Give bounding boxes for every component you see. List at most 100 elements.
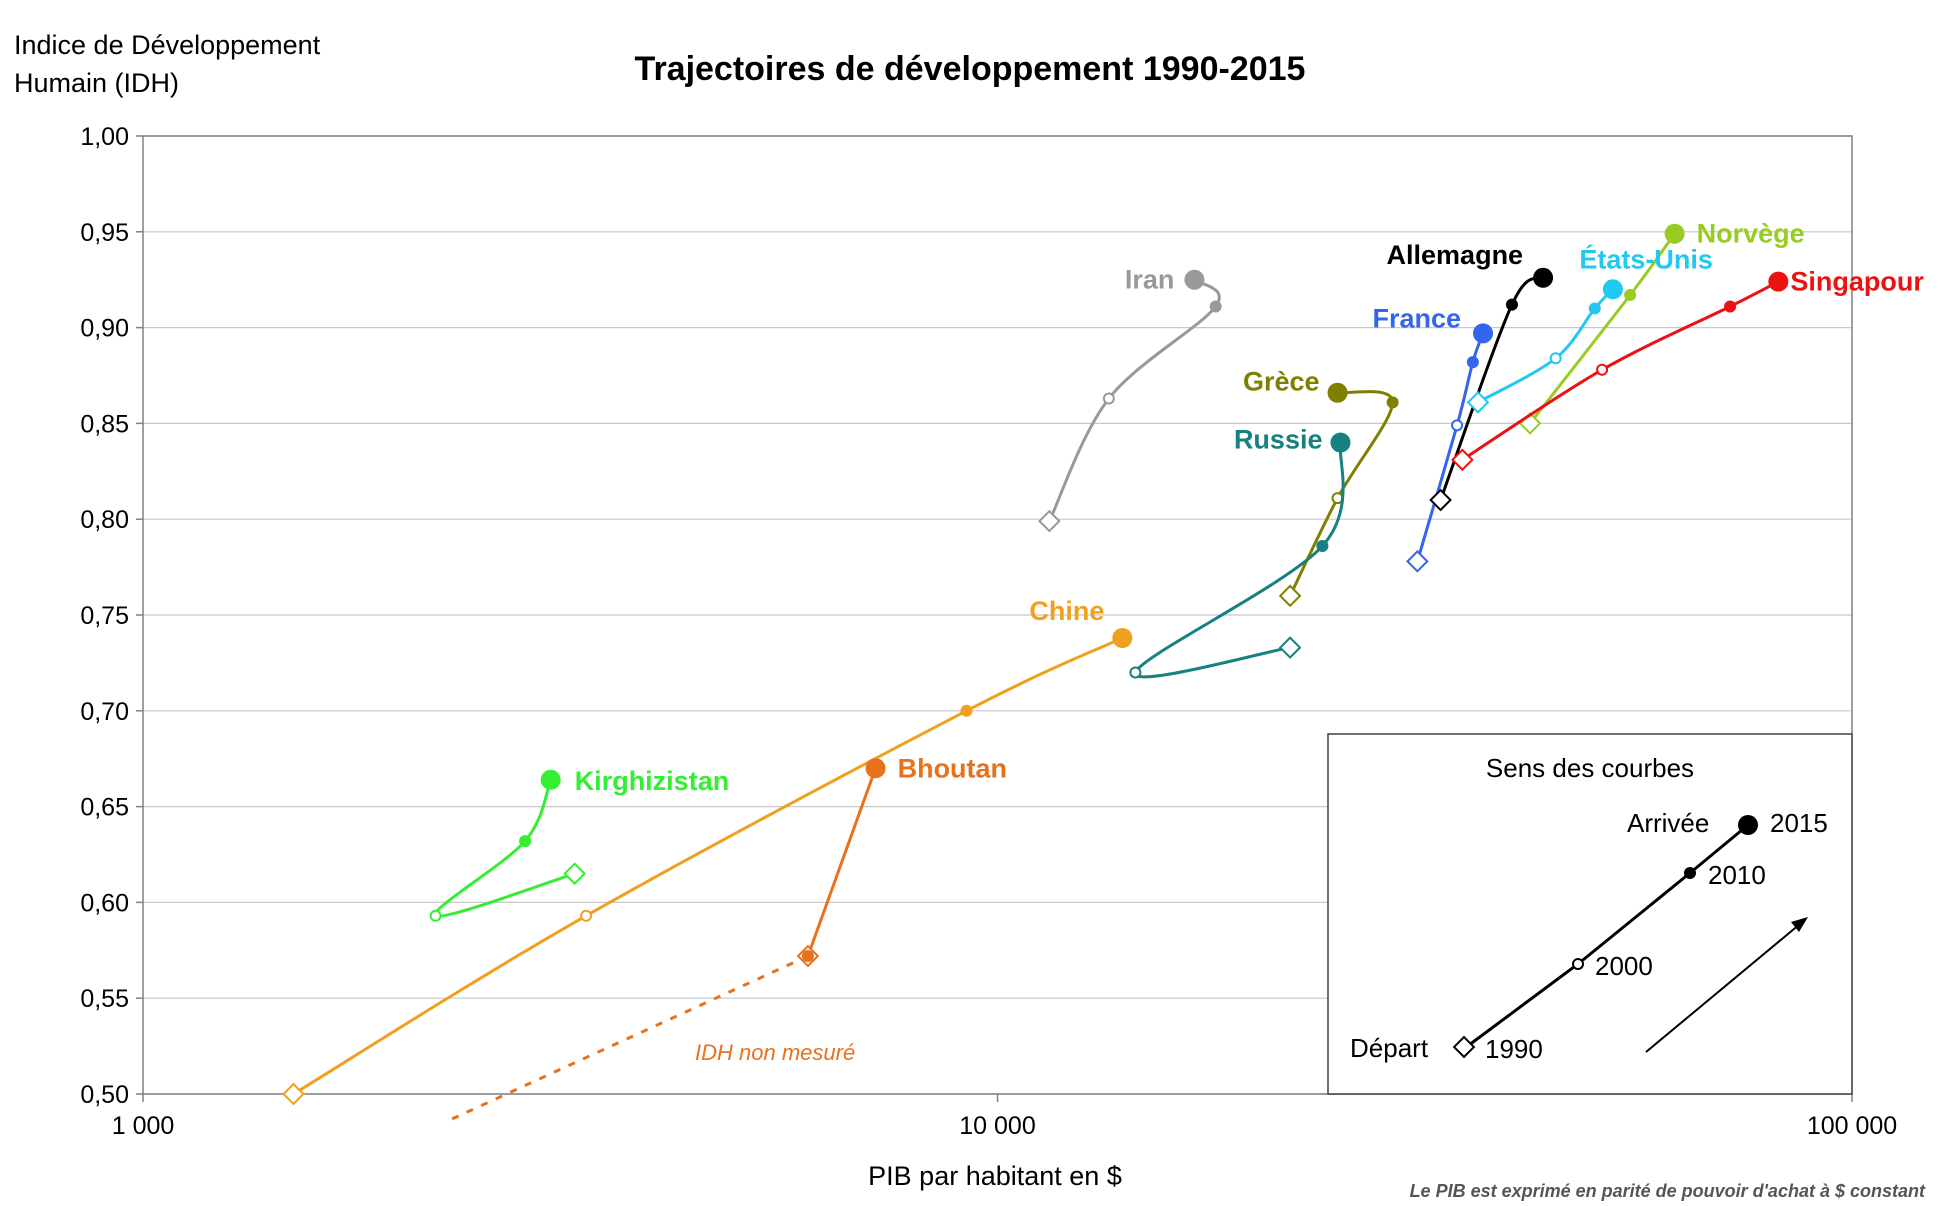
hdi-not-measured-annotation: IDH non mesuré bbox=[695, 1040, 855, 1065]
series-line bbox=[1477, 288, 1614, 404]
series-grece bbox=[1278, 382, 1399, 608]
end-marker bbox=[1327, 382, 1348, 403]
legend-year-1990: 1990 bbox=[1485, 1034, 1543, 1064]
y-tick-label: 0,90 bbox=[80, 315, 129, 343]
y-axis-label-line1: Indice de Développement bbox=[14, 30, 321, 60]
point-marker-open bbox=[429, 909, 442, 922]
point-marker bbox=[1588, 302, 1601, 315]
legend-box: Sens des courbes Départ 1990 2000 2010 A… bbox=[1327, 733, 1853, 1095]
series-line bbox=[433, 779, 576, 918]
point-marker bbox=[1386, 396, 1399, 409]
y-tick-label: 0,80 bbox=[80, 506, 129, 534]
country-label-iran: Iran bbox=[1125, 265, 1175, 295]
series-singapour bbox=[1451, 271, 1789, 472]
point-marker-open bbox=[580, 909, 593, 922]
point-marker bbox=[801, 950, 814, 963]
series-line bbox=[1288, 390, 1395, 597]
country-label-france: France bbox=[1372, 303, 1461, 333]
point-marker bbox=[1505, 298, 1518, 311]
y-tick-label: 1,00 bbox=[80, 123, 129, 151]
point-marker-open bbox=[1549, 352, 1562, 365]
series-etats-unis bbox=[1466, 279, 1623, 414]
point-marker-open bbox=[1102, 392, 1115, 405]
country-label-grece: Grèce bbox=[1243, 367, 1320, 397]
series-chine bbox=[282, 627, 1133, 1106]
country-label-kirghizistan: Kirghizistan bbox=[575, 766, 730, 796]
series-line-dashed bbox=[451, 954, 809, 1121]
legend-2000-marker bbox=[1572, 958, 1584, 970]
point-marker bbox=[1209, 300, 1222, 313]
legend-2010-marker bbox=[1684, 867, 1696, 879]
series-bhoutan bbox=[451, 758, 886, 1121]
point-marker bbox=[1316, 540, 1329, 553]
legend-title: Sens des courbes bbox=[1486, 753, 1694, 783]
end-marker bbox=[1112, 627, 1133, 648]
series-line bbox=[806, 767, 878, 957]
y-tick-label: 0,85 bbox=[80, 410, 129, 438]
point-marker-open bbox=[1596, 363, 1609, 376]
legend-frame bbox=[1327, 733, 1853, 1095]
series-line bbox=[1048, 278, 1221, 522]
ppp-note: Le PIB est exprimé en parité de pouvoir … bbox=[1410, 1181, 1926, 1201]
start-marker bbox=[1278, 584, 1302, 608]
legend-curve bbox=[1464, 823, 1749, 1050]
start-marker bbox=[1451, 448, 1474, 472]
legend-arrow-head bbox=[1791, 917, 1808, 932]
country-labels: Iran Grèce Russie Chine Bhoutan Kirghizistan F… bbox=[575, 219, 1925, 796]
series-kirghizistan bbox=[429, 769, 586, 922]
series-line bbox=[1133, 442, 1345, 679]
y-tick-label: 0,95 bbox=[80, 219, 129, 247]
end-marker bbox=[1664, 223, 1685, 244]
series-line bbox=[1461, 280, 1780, 462]
legend-start-marker bbox=[1452, 1035, 1476, 1059]
x-tick-label: 1 000 bbox=[112, 1112, 175, 1140]
series-line bbox=[1528, 232, 1676, 425]
end-marker bbox=[1602, 279, 1623, 300]
start-marker bbox=[1038, 509, 1061, 533]
series-russie bbox=[1129, 432, 1351, 679]
y-tick-label: 0,50 bbox=[80, 1081, 129, 1109]
end-marker bbox=[1184, 269, 1205, 290]
chart-title: Trajectoires de développement 1990-2015 bbox=[635, 50, 1306, 88]
start-marker bbox=[1406, 550, 1429, 573]
start-marker bbox=[1429, 488, 1452, 512]
x-tick-label: 100 000 bbox=[1807, 1112, 1897, 1140]
point-marker bbox=[519, 835, 532, 848]
legend-year-2000: 2000 bbox=[1595, 951, 1653, 981]
country-label-chine: Chine bbox=[1029, 596, 1104, 626]
end-marker bbox=[540, 769, 561, 790]
country-label-russie: Russie bbox=[1234, 425, 1323, 455]
legend-year-2010: 2010 bbox=[1708, 860, 1766, 890]
end-marker bbox=[1768, 271, 1789, 292]
legend-end-marker bbox=[1738, 815, 1758, 835]
y-tick-labels: 0,50 0,55 0,60 0,65 0,70 0,75 0,80 0,85 0,90 0,95… bbox=[80, 123, 143, 1109]
y-tick-label: 0,75 bbox=[80, 602, 129, 630]
y-tick-label: 0,55 bbox=[80, 985, 129, 1013]
start-marker bbox=[1466, 391, 1490, 414]
country-label-allemagne: Allemagne bbox=[1387, 240, 1524, 270]
point-marker bbox=[1466, 356, 1479, 369]
y-axis-label-line2: Humain (IDH) bbox=[14, 68, 179, 98]
point-marker bbox=[960, 704, 973, 717]
x-axis-label: PIB par habitant en $ bbox=[868, 1161, 1122, 1191]
country-label-bhoutan: Bhoutan bbox=[898, 753, 1007, 783]
x-tick-labels: 1 000 10 000 100 000 bbox=[112, 1094, 1897, 1140]
end-marker bbox=[1533, 267, 1554, 288]
series-france bbox=[1406, 323, 1494, 573]
country-label-norvege: Norvège bbox=[1697, 219, 1805, 249]
point-marker-open bbox=[1451, 419, 1464, 432]
legend-year-2015: 2015 bbox=[1770, 808, 1828, 838]
series-line bbox=[292, 636, 1124, 1096]
legend-start-label: Départ bbox=[1350, 1033, 1429, 1063]
start-marker bbox=[1278, 636, 1302, 659]
end-marker bbox=[865, 758, 886, 779]
x-tick-label: 10 000 bbox=[959, 1112, 1035, 1140]
series-line bbox=[1415, 332, 1485, 562]
y-tick-label: 0,65 bbox=[80, 794, 129, 822]
point-marker-open bbox=[1129, 666, 1142, 679]
legend-end-label: Arrivée bbox=[1627, 808, 1709, 838]
start-marker bbox=[563, 862, 586, 885]
country-label-singapour: Singapour bbox=[1790, 267, 1924, 297]
end-marker bbox=[1473, 323, 1494, 344]
